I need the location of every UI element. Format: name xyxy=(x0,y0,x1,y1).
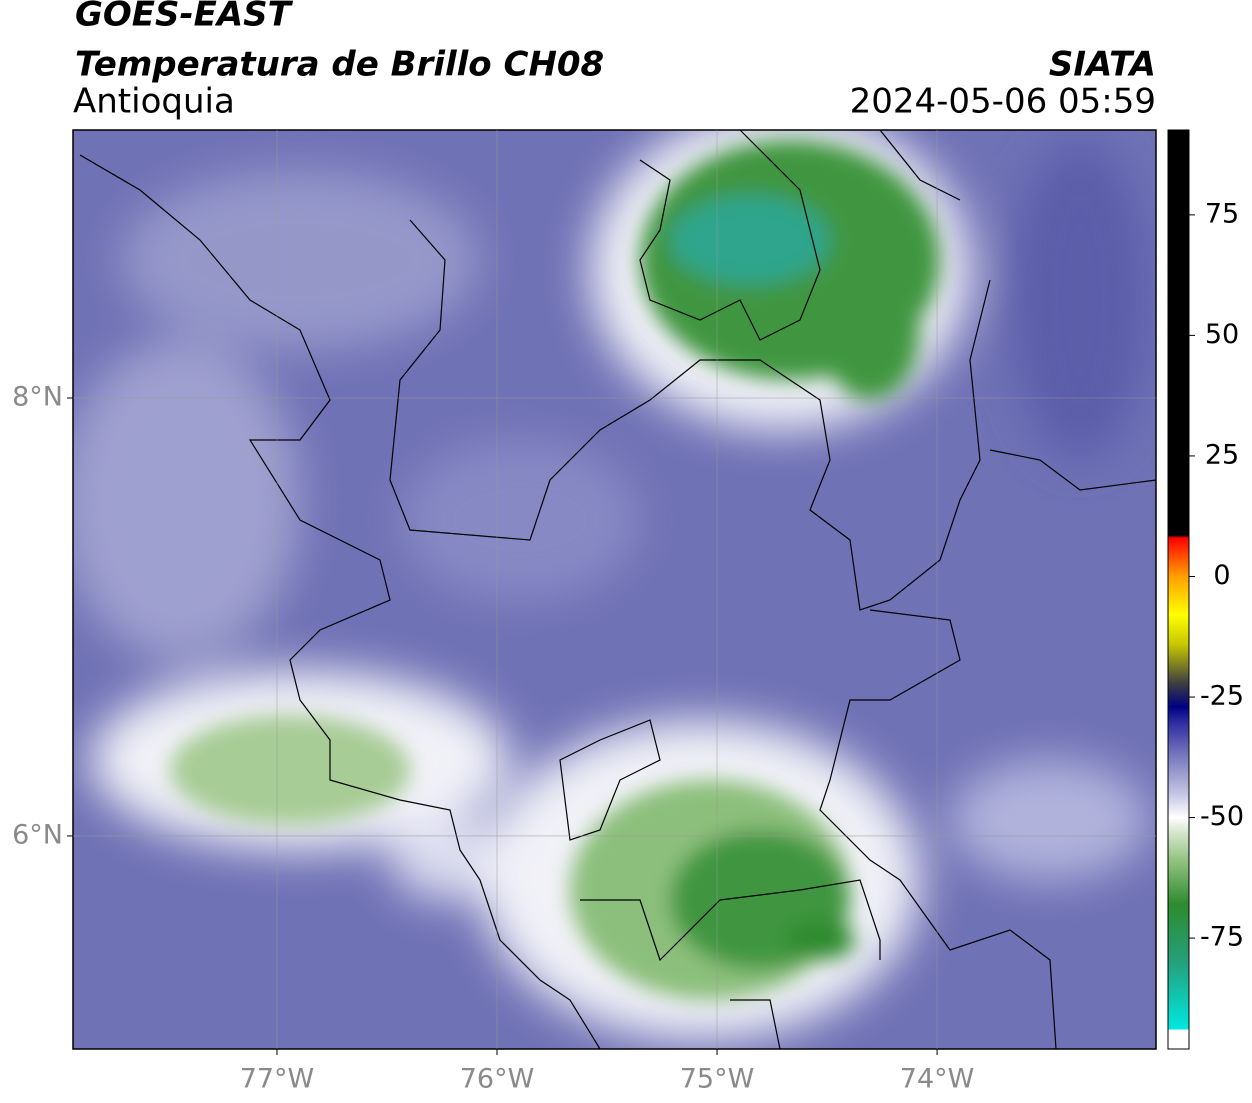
colorbar-tick-label: 25 xyxy=(1205,439,1239,470)
colorbar xyxy=(1167,129,1190,1050)
source: SIATA xyxy=(1049,45,1156,85)
timestamp: 2024-05-06 05:59 xyxy=(850,82,1156,122)
region: Antioquia xyxy=(73,82,235,122)
lon-tick-label: 77°W xyxy=(240,1064,315,1095)
lat-tick-label: 6°N xyxy=(12,819,63,850)
colorbar-tick-label: 0 xyxy=(1213,560,1230,591)
lat-tick-label: 8°N xyxy=(12,382,63,413)
lon-tick-label: 76°W xyxy=(460,1064,535,1095)
boundaries xyxy=(79,130,1156,1049)
subtitle: Temperatura de Brillo CH08 xyxy=(75,45,604,85)
colorbar-tick-label: -75 xyxy=(1200,922,1244,953)
lon-tick-label: 75°W xyxy=(680,1064,755,1095)
satellite-image xyxy=(73,130,1156,1049)
colorbar-tick-label: -50 xyxy=(1200,801,1244,832)
colorbar-tick-label: 75 xyxy=(1205,198,1239,229)
colorbar-tick-label: -25 xyxy=(1200,681,1244,712)
title: GOES-EAST xyxy=(75,0,294,35)
colorbar-tick-label: 50 xyxy=(1205,319,1239,350)
lon-tick-label: 74°W xyxy=(900,1064,975,1095)
map-frame xyxy=(72,129,1157,1050)
